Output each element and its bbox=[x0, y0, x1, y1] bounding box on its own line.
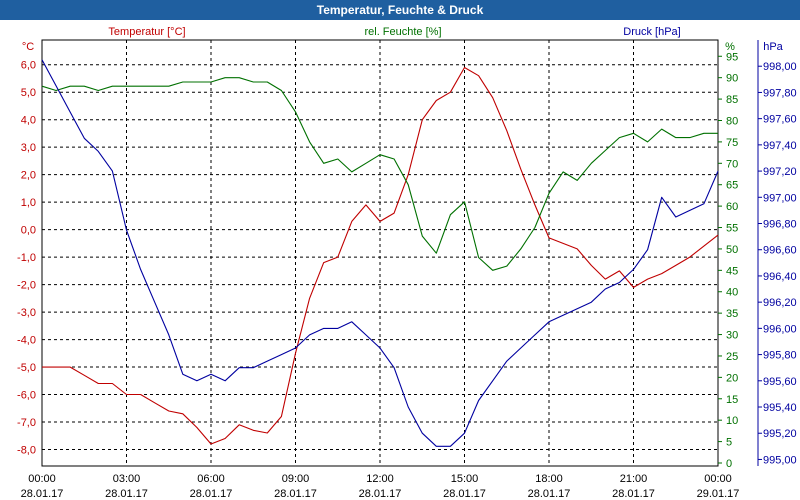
x-tick-date: 28.01.17 bbox=[612, 488, 655, 500]
pressure-tick-label: 996,80 bbox=[763, 219, 797, 231]
humidity-tick-label: 85 bbox=[726, 94, 738, 106]
pressure-tick-label: 996,60 bbox=[763, 245, 797, 257]
x-tick-date: 29.01.17 bbox=[697, 488, 740, 500]
axes: 00:00 28.01.17 03:00 28.01.17 06:00 28.01.17 0… bbox=[17, 26, 797, 500]
pressure-tick-label: 996,20 bbox=[763, 297, 797, 309]
humidity-tick-label: 75 bbox=[726, 137, 738, 149]
pressure-series-line bbox=[41, 59, 719, 447]
x-tick-time: 21:00 bbox=[620, 473, 648, 485]
temperature-tick-label: 3,0 bbox=[21, 142, 36, 154]
humidity-tick-label: 15 bbox=[726, 394, 738, 406]
pressure-tick-label: 997,80 bbox=[763, 87, 797, 99]
x-tick-date: 28.01.17 bbox=[190, 488, 233, 500]
humidity-tick-label: 90 bbox=[726, 73, 738, 85]
temperature-tick-label: -5,0 bbox=[17, 362, 36, 374]
temperature-unit: °C bbox=[22, 41, 34, 53]
temperature-tick-label: -7,0 bbox=[17, 417, 36, 429]
humidity-tick-label: 55 bbox=[726, 223, 738, 235]
pressure-tick-label: 995,60 bbox=[763, 376, 797, 388]
pressure-tick-label: 995,40 bbox=[763, 402, 797, 414]
humidity-tick-label: 70 bbox=[726, 158, 738, 170]
temperature-legend: Temperatur [°C] bbox=[108, 26, 185, 38]
x-tick-date: 28.01.17 bbox=[21, 488, 64, 500]
pressure-tick-label: 997,00 bbox=[763, 192, 797, 204]
humidity-tick-label: 40 bbox=[726, 287, 738, 299]
humidity-tick-label: 95 bbox=[726, 51, 738, 63]
x-tick-time: 12:00 bbox=[366, 473, 394, 485]
x-tick-date: 28.01.17 bbox=[274, 488, 317, 500]
pressure-tick-label: 995,20 bbox=[763, 428, 797, 440]
pressure-tick-label: 997,60 bbox=[763, 114, 797, 126]
humidity-tick-label: 50 bbox=[726, 244, 738, 256]
pressure-tick-label: 996,40 bbox=[763, 271, 797, 283]
humidity-tick-label: 60 bbox=[726, 201, 738, 213]
x-tick-time: 03:00 bbox=[113, 473, 141, 485]
pressure-tick-label: 998,00 bbox=[763, 61, 797, 73]
pressure-tick-label: 996,00 bbox=[763, 323, 797, 335]
temperature-tick-label: 1,0 bbox=[21, 197, 36, 209]
humidity-tick-label: 80 bbox=[726, 115, 738, 127]
humidity-tick-label: 20 bbox=[726, 372, 738, 384]
temperature-tick-label: 4,0 bbox=[21, 115, 36, 127]
temperature-series-line bbox=[42, 66, 719, 445]
humidity-tick-label: 5 bbox=[726, 437, 732, 449]
x-tick-date: 28.01.17 bbox=[528, 488, 571, 500]
humidity-series-line bbox=[41, 77, 718, 271]
x-tick-time: 00:00 bbox=[28, 473, 56, 485]
chart-title: Temperatur, Feuchte & Druck bbox=[0, 0, 800, 20]
temperature-tick-label: -8,0 bbox=[17, 445, 36, 457]
temperature-tick-label: 2,0 bbox=[21, 170, 36, 182]
pressure-tick-label: 997,40 bbox=[763, 140, 797, 152]
humidity-tick-label: 0 bbox=[726, 458, 732, 470]
temperature-tick-label: 6,0 bbox=[21, 60, 36, 72]
pressure-tick-label: 995,80 bbox=[763, 350, 797, 362]
pressure-unit: hPa bbox=[763, 41, 783, 53]
temperature-tick-label: -2,0 bbox=[17, 280, 36, 292]
temperature-tick-label: -1,0 bbox=[17, 252, 36, 264]
x-tick-date: 28.01.17 bbox=[105, 488, 148, 500]
x-tick-time: 18:00 bbox=[535, 473, 563, 485]
temperature-tick-label: -3,0 bbox=[17, 307, 36, 319]
humidity-tick-label: 25 bbox=[726, 351, 738, 363]
x-tick-time: 15:00 bbox=[451, 473, 479, 485]
series-layer bbox=[41, 59, 719, 447]
humidity-legend: rel. Feuchte [%] bbox=[364, 26, 441, 38]
x-tick-time: 09:00 bbox=[282, 473, 310, 485]
temperature-tick-label: -4,0 bbox=[17, 335, 36, 347]
pressure-tick-label: 997,20 bbox=[763, 166, 797, 178]
grid bbox=[41, 39, 719, 467]
temperature-tick-label: 0,0 bbox=[21, 225, 36, 237]
humidity-tick-label: 65 bbox=[726, 180, 738, 192]
x-tick-time: 00:00 bbox=[704, 473, 732, 485]
temperature-tick-label: -6,0 bbox=[17, 390, 36, 402]
pressure-legend: Druck [hPa] bbox=[623, 26, 680, 38]
humidity-tick-label: 35 bbox=[726, 308, 738, 320]
temperature-tick-label: 5,0 bbox=[21, 87, 36, 99]
humidity-tick-label: 10 bbox=[726, 415, 738, 427]
humidity-tick-label: 45 bbox=[726, 265, 738, 277]
pressure-tick-label: 995,00 bbox=[763, 454, 797, 466]
x-tick-time: 06:00 bbox=[197, 473, 225, 485]
humidity-unit: % bbox=[725, 41, 735, 53]
x-tick-date: 28.01.17 bbox=[443, 488, 486, 500]
humidity-tick-label: 30 bbox=[726, 330, 738, 342]
chart-area: 00:00 28.01.17 03:00 28.01.17 06:00 28.01.17 0… bbox=[17, 26, 797, 500]
x-tick-date: 28.01.17 bbox=[359, 488, 402, 500]
